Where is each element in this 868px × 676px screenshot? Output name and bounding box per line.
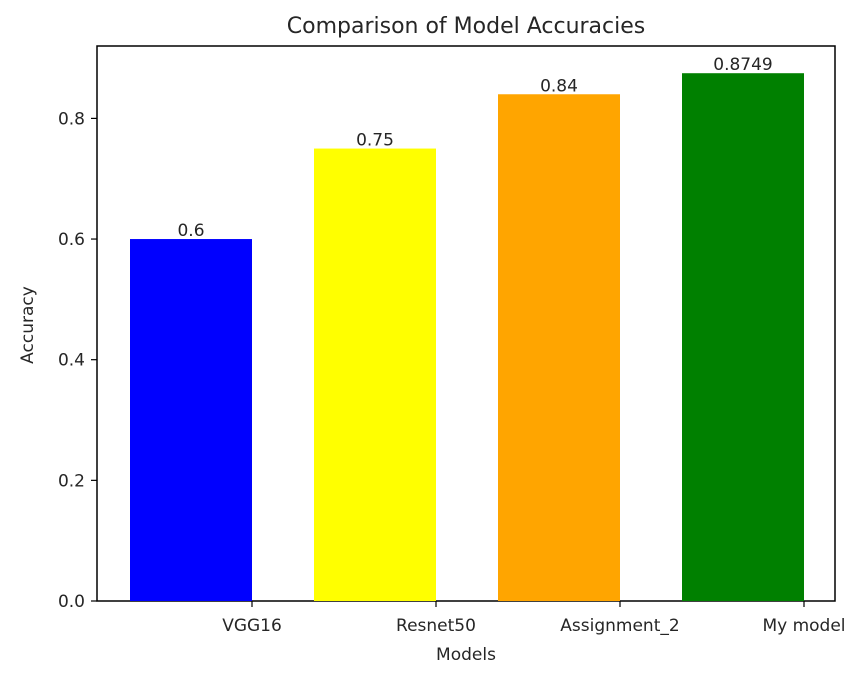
x-tick-label: VGG16 [222, 616, 282, 636]
x-tick-label: Assignment_2 [560, 616, 679, 636]
bar-value-labels: 0.6 0.75 0.84 0.8749 [177, 55, 772, 241]
x-axis-ticks: VGG16 Resnet50 Assignment_2 My model [222, 601, 846, 636]
bar-vgg16 [130, 239, 252, 602]
y-tick-label: 0.0 [58, 592, 85, 612]
plot-frame [96, 45, 836, 602]
y-tick-label: 0.2 [58, 471, 85, 491]
x-axis-label: Models [436, 645, 496, 665]
plot-area: 0.6 0.75 0.84 0.8749 0.0 0.2 0.4 0.6 0.8 VGG16 R… [58, 45, 846, 636]
bar-value-label: 0.84 [540, 76, 578, 96]
bars [130, 73, 804, 602]
x-tick-label: My model [762, 616, 845, 636]
bar-resnet50 [314, 148, 436, 601]
y-axis-ticks: 0.0 0.2 0.4 0.6 0.8 [58, 109, 97, 612]
bar-value-label: 0.8749 [713, 55, 772, 75]
chart-title: Comparison of Model Accuracies [287, 14, 646, 39]
bar-value-label: 0.75 [356, 131, 394, 151]
y-tick-label: 0.4 [58, 351, 85, 371]
bar-value-label: 0.6 [177, 221, 204, 241]
y-tick-label: 0.6 [58, 230, 85, 250]
bar-my-model [682, 73, 804, 602]
bar-assignment-2 [498, 94, 620, 602]
x-tick-label: Resnet50 [396, 616, 476, 636]
y-tick-label: 0.8 [58, 109, 85, 129]
y-axis-label: Accuracy [18, 286, 38, 364]
